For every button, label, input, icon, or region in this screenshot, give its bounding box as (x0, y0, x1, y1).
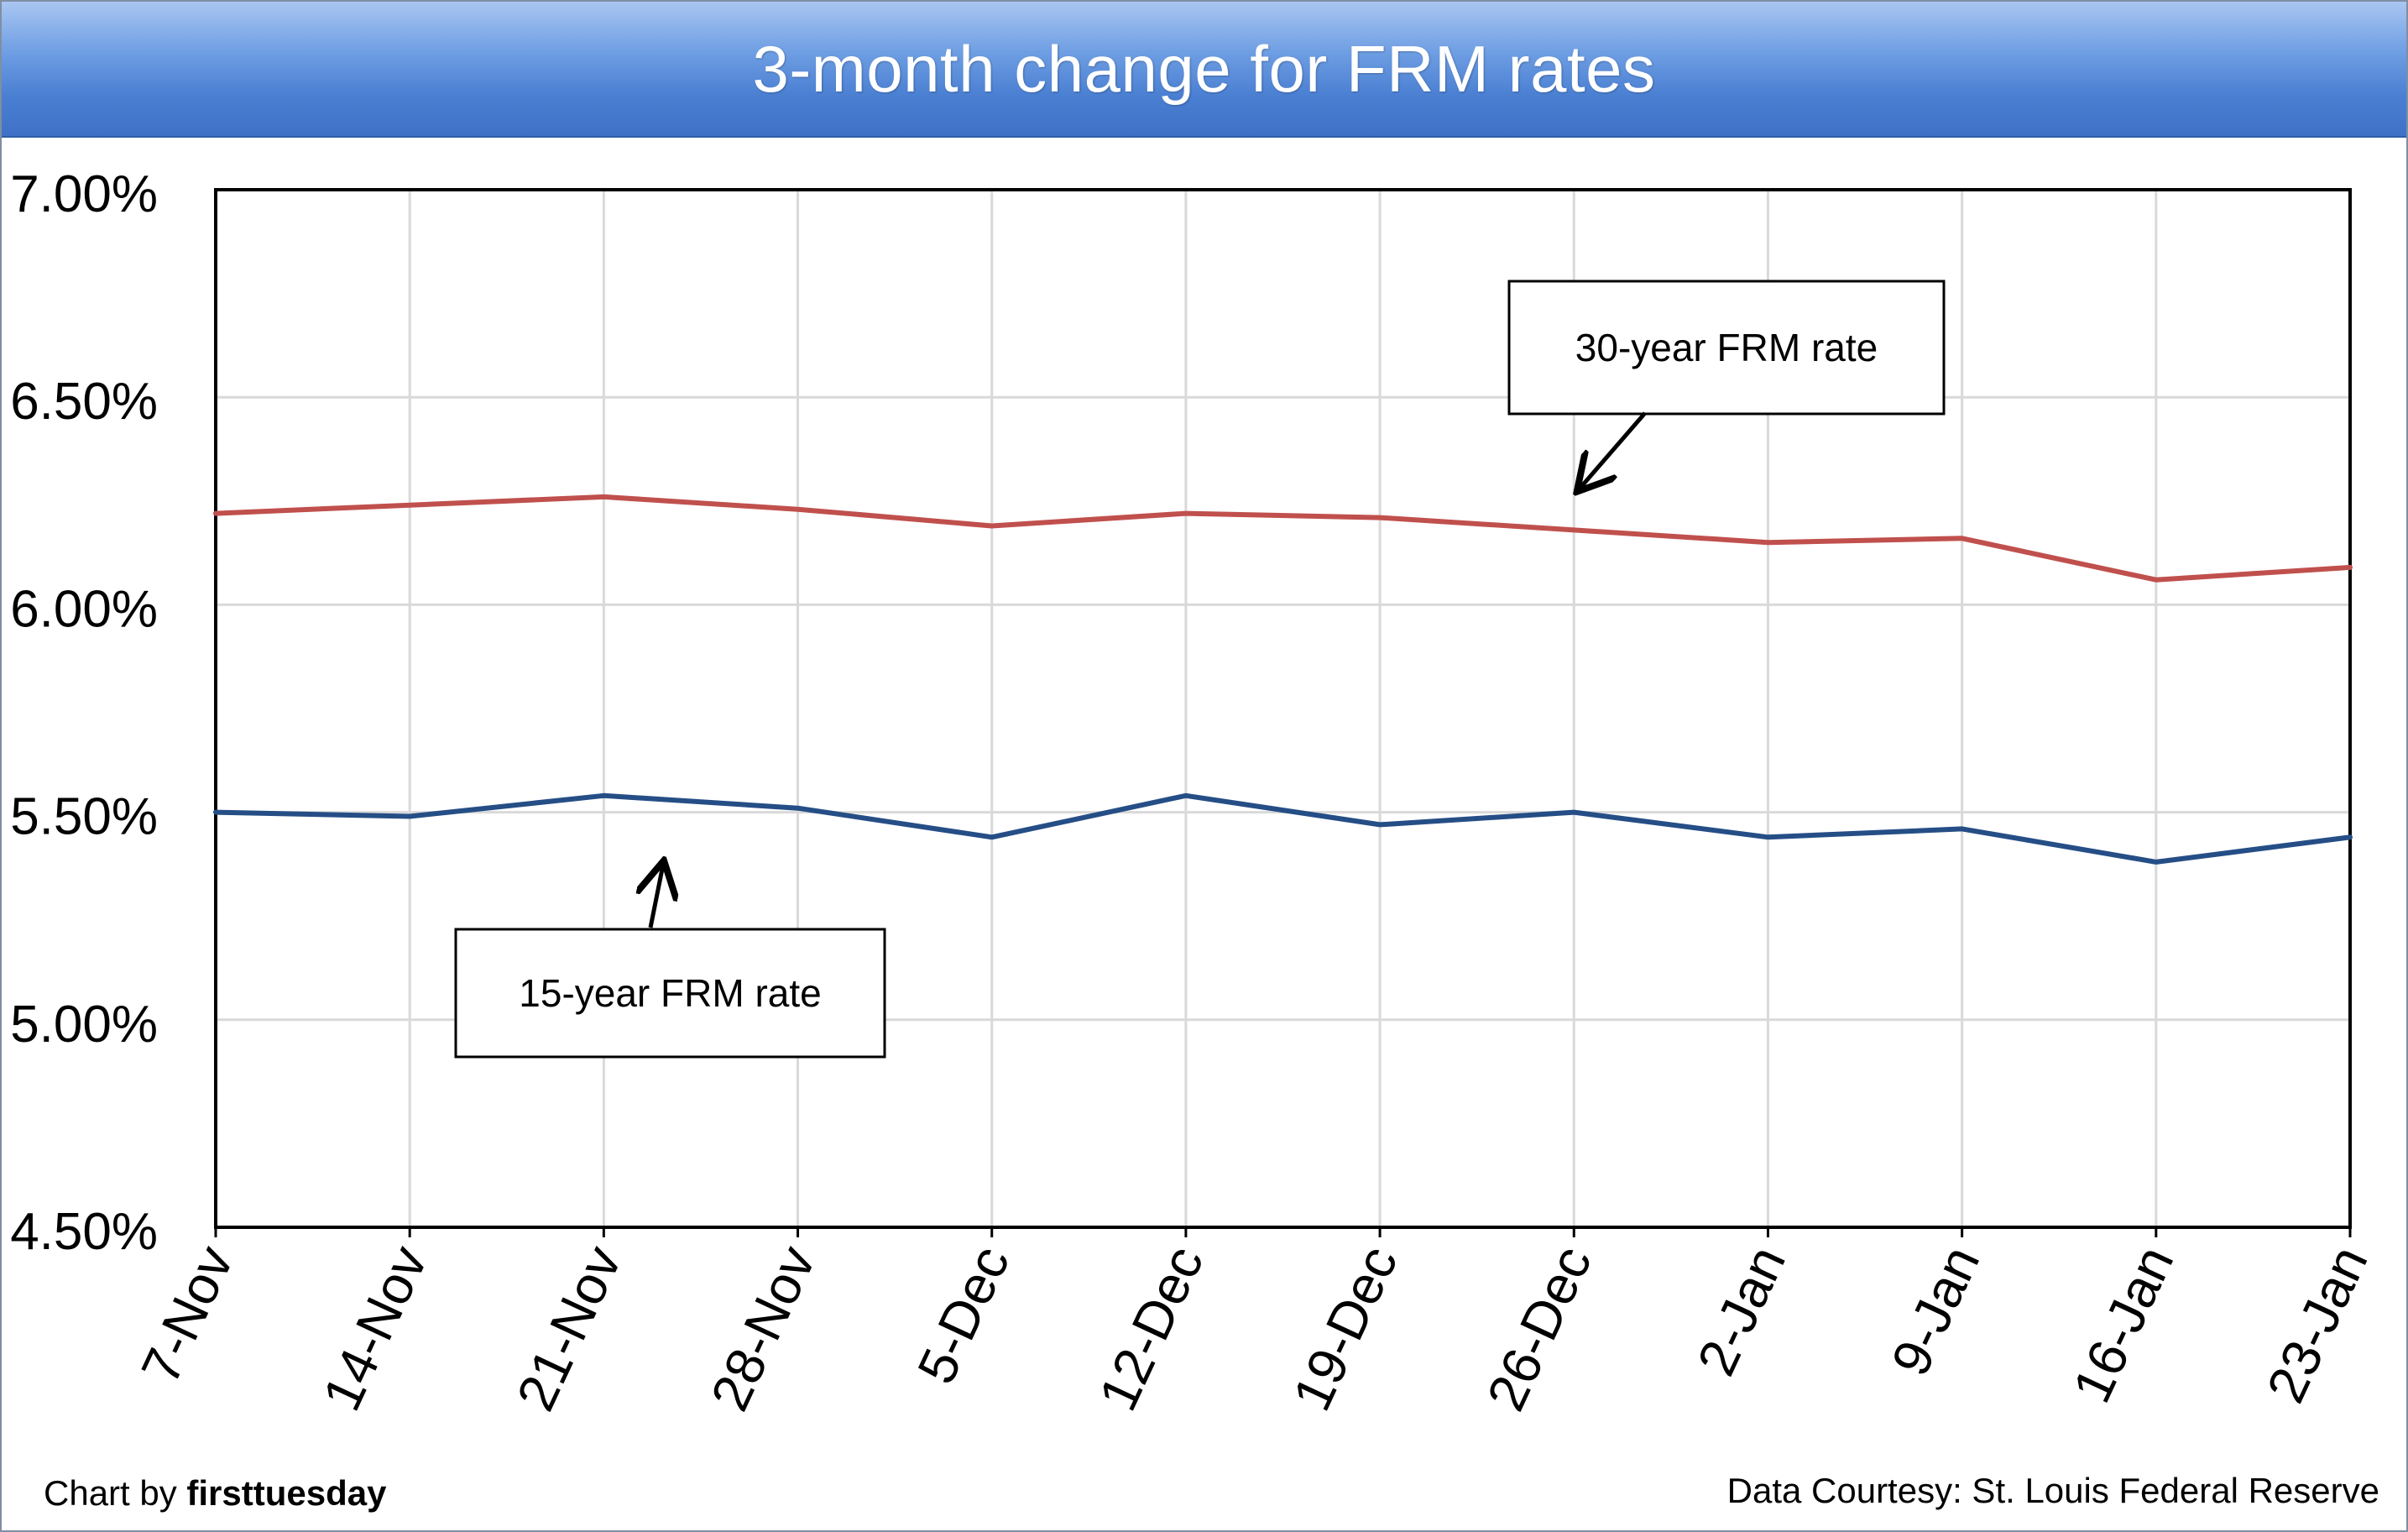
series-line-15-year (213, 792, 2353, 865)
y-tick-label: 4.50% (10, 1203, 158, 1261)
annotation-box (1507, 280, 1946, 416)
label-layer: 4.50%5.00%5.50%6.00%6.50%7.00%7-Nov 14-No… (10, 165, 2379, 1420)
title-bar: 3-month change for FRM rates (2, 2, 2406, 138)
credit-prefix: Chart by (44, 1473, 187, 1513)
annotation-label: 30-year FRM rate (1575, 326, 1878, 369)
annotation-box (454, 928, 886, 1059)
annotation-arrow (650, 865, 663, 928)
series-line-30-year (213, 494, 2353, 583)
chart-credit: Chart by firsttuesday (44, 1473, 386, 1514)
data-source: Data Courtesy: St. Louis Federal Reserve (1726, 1471, 2379, 1510)
x-tick-label: 21-Nov (505, 1237, 633, 1419)
x-tick-label: 26-Dec (1476, 1237, 1603, 1419)
y-tick-label: 6.00% (10, 580, 158, 638)
axis-layer (214, 188, 2352, 1237)
chart-title: 3-month change for FRM rates (752, 31, 1656, 106)
y-tick-label: 6.50% (10, 373, 158, 431)
credit-brand: firsttuesday (186, 1473, 387, 1513)
annotation-label: 15-year FRM rate (519, 971, 821, 1015)
plot-border (214, 188, 2352, 1229)
y-tick-label: 5.00% (10, 996, 158, 1054)
x-tick-label: 14-Nov (311, 1237, 438, 1419)
x-tick-label: 5-Dec (906, 1237, 1021, 1392)
x-tick-label: 2-Jan (1685, 1237, 1797, 1384)
annotation-arrow (1580, 411, 1647, 489)
x-tick-label: 19-Dec (1281, 1237, 1408, 1419)
grid-layer (214, 188, 2352, 1229)
y-tick-label: 5.50% (10, 788, 158, 846)
x-tick-label: 23-Jan (2255, 1237, 2379, 1411)
x-tick-label: 16-Jan (2061, 1237, 2186, 1411)
y-tick-label: 7.00% (10, 165, 158, 223)
series-layer (213, 494, 2353, 865)
x-tick-label: 28-Nov (699, 1237, 827, 1419)
x-tick-label: 9-Jan (1879, 1237, 1991, 1384)
annotation-layer: 30-year FRM rate 15-year FRM rate (454, 280, 1946, 1059)
x-tick-label: 12-Dec (1087, 1237, 1214, 1419)
